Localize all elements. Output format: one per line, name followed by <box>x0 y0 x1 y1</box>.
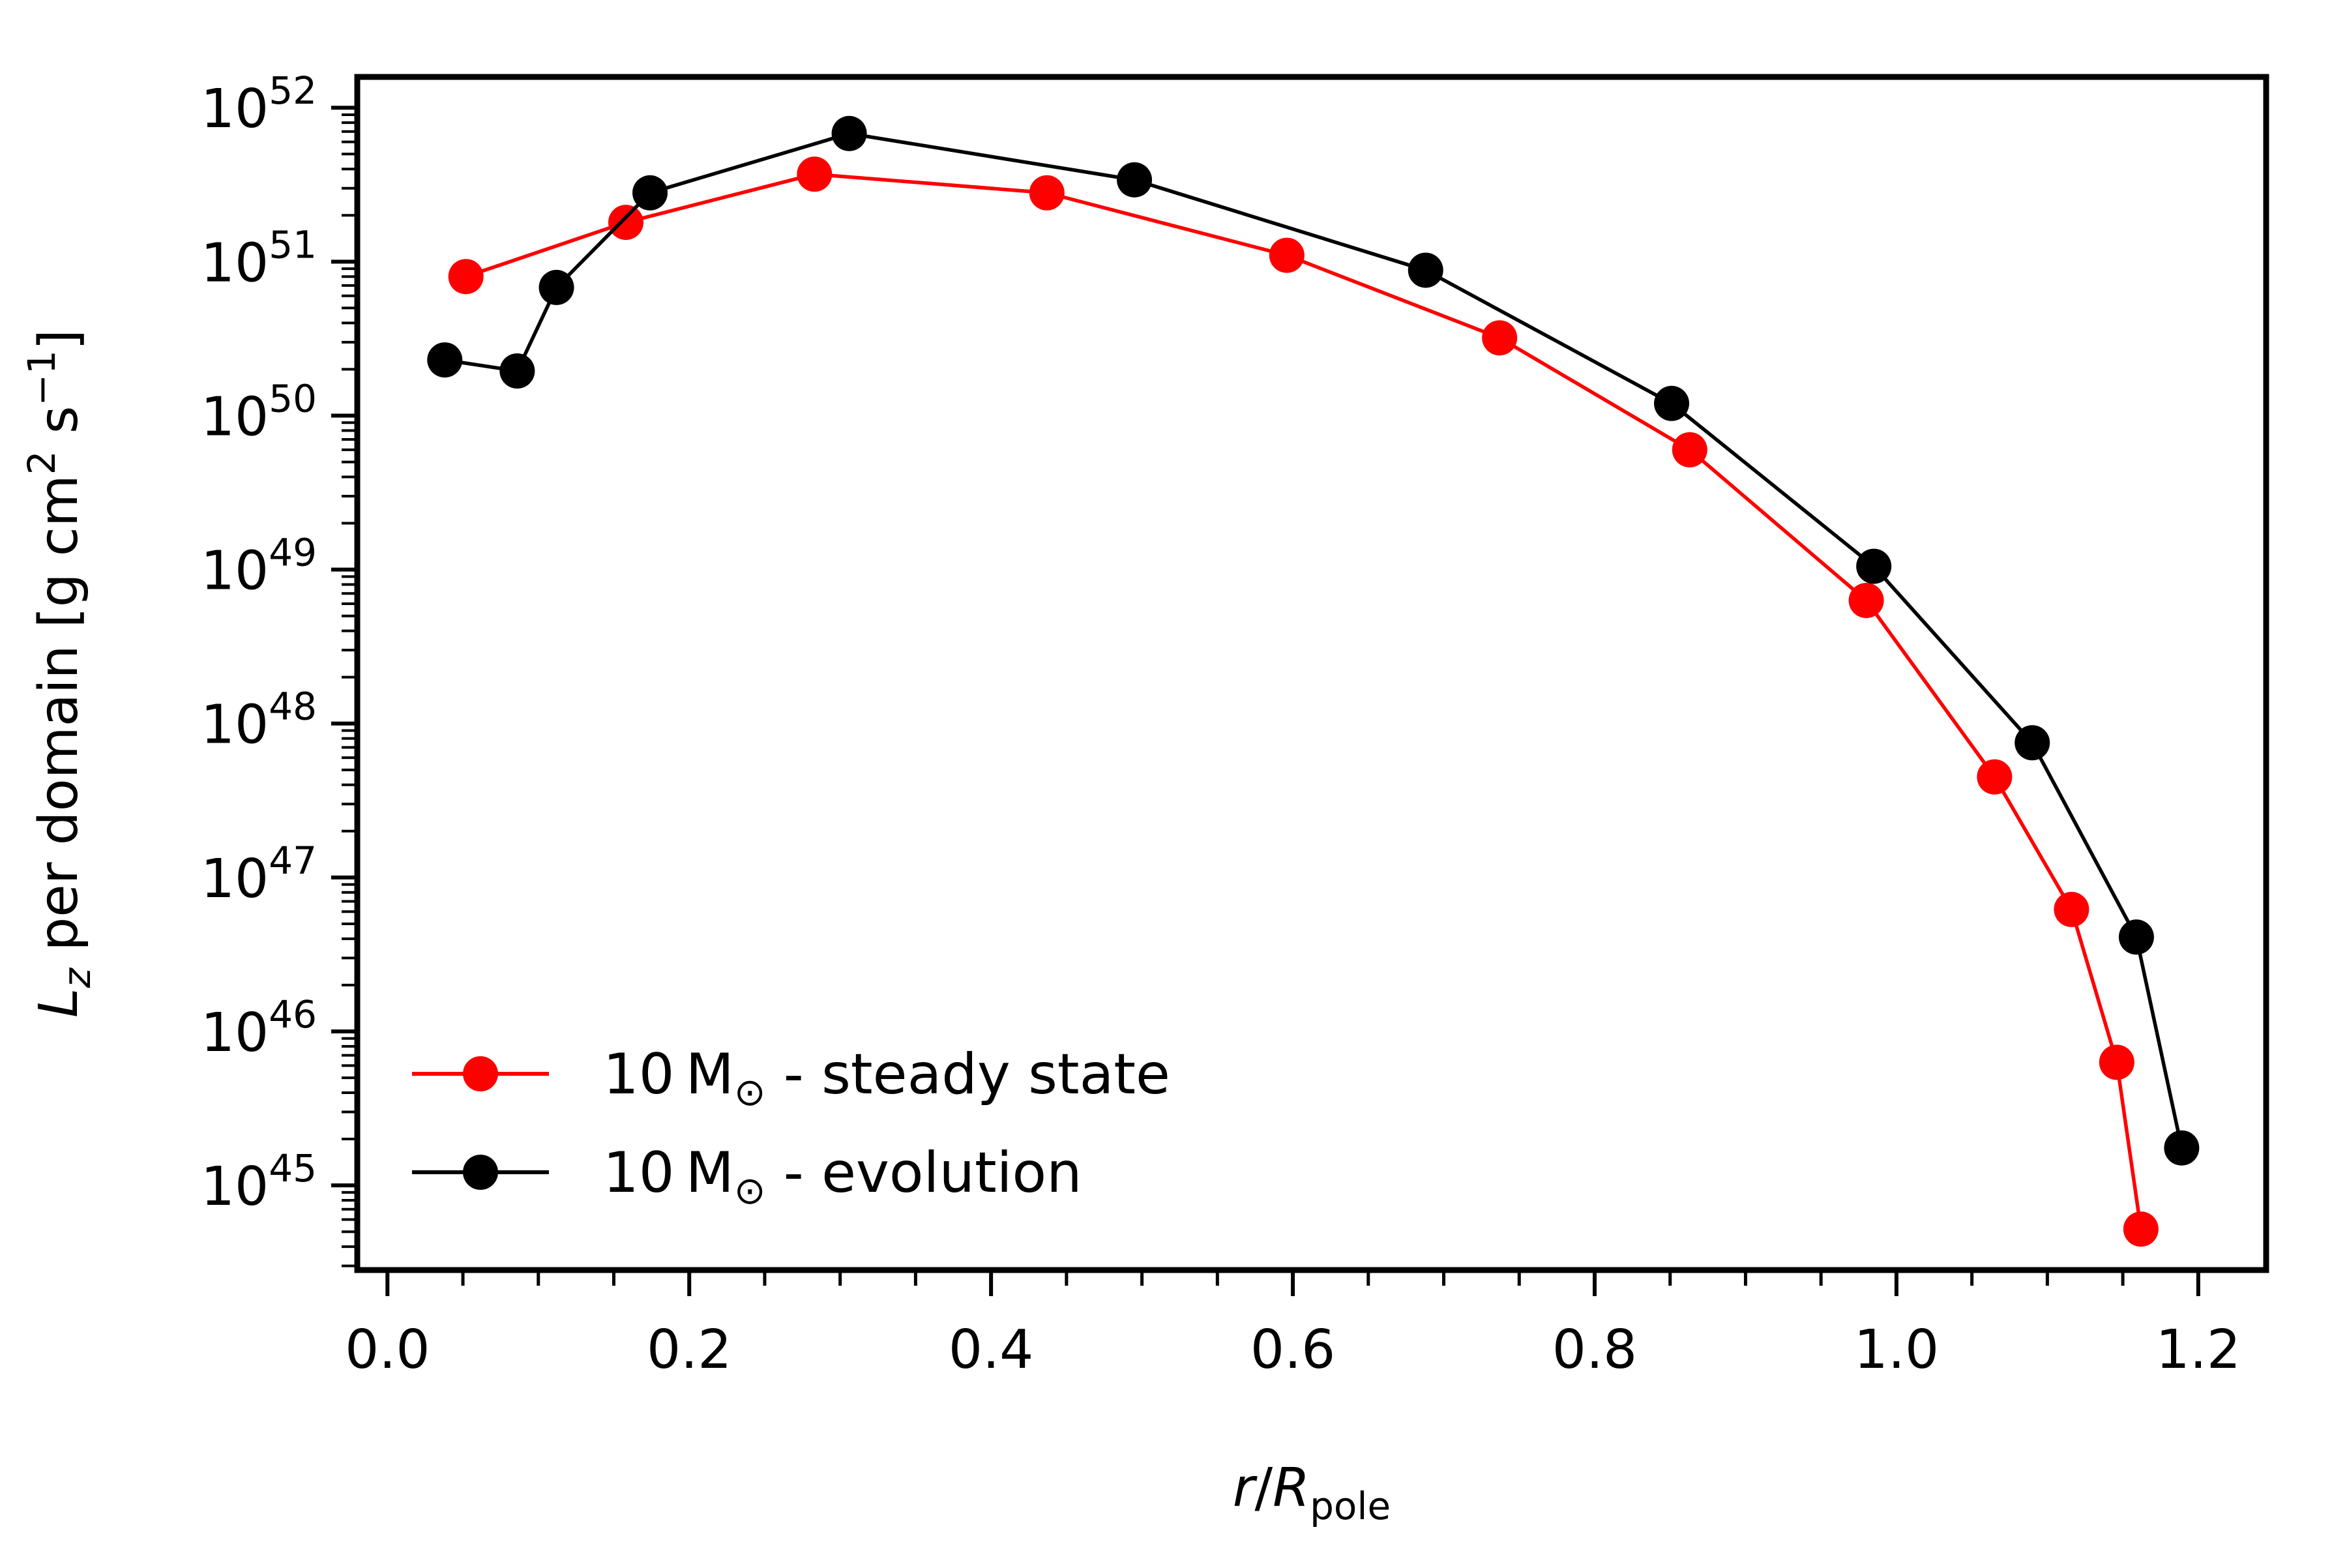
x-tick-label: 0.6 <box>1250 1319 1335 1381</box>
legend-label-steady-state: 10 M⊙ - steady state <box>603 1042 1170 1114</box>
x-tick-label: 0.8 <box>1552 1319 1637 1381</box>
data-point-steady-state <box>1269 237 1305 273</box>
legend-marker-evolution <box>463 1155 498 1190</box>
data-point-steady-state <box>1482 320 1518 356</box>
y-axis-label: Lz per domain [g cm2 s−1] <box>20 329 99 1018</box>
x-tick-label: 1.0 <box>1854 1319 1939 1381</box>
data-point-steady-state <box>797 156 833 192</box>
data-point-evolution <box>539 269 574 305</box>
data-point-evolution <box>1856 548 1892 584</box>
y-tick-label: 1049 <box>201 531 317 602</box>
data-point-steady-state <box>1977 759 2013 795</box>
data-point-steady-state <box>2123 1211 2159 1247</box>
legend-entry-evolution: 10 M⊙ - evolution <box>412 1140 1082 1213</box>
series-line-evolution <box>444 132 2184 1149</box>
data-point-evolution <box>2118 919 2154 955</box>
data-point-evolution <box>499 353 535 389</box>
series-line-steady-state <box>465 172 2143 1230</box>
data-point-steady-state <box>2099 1044 2134 1080</box>
legend: 10 M⊙ - steady state 10 M⊙ - evolution <box>412 1042 1170 1213</box>
data-point-steady-state <box>448 259 484 295</box>
data-point-evolution <box>1117 162 1153 198</box>
data-point-evolution <box>2015 725 2050 761</box>
legend-label-evolution: 10 M⊙ - evolution <box>603 1140 1082 1213</box>
y-tick-label: 1051 <box>201 222 317 294</box>
legend-marker-steady-state <box>463 1056 498 1091</box>
data-point-evolution <box>2164 1130 2200 1166</box>
y-tick-label: 1047 <box>201 838 317 910</box>
data-point-evolution <box>427 342 463 378</box>
x-tick-label: 0.0 <box>345 1319 430 1381</box>
y-tick-label: 1046 <box>201 992 317 1064</box>
y-tick-label: 1048 <box>201 685 317 756</box>
y-tick-label: 1052 <box>201 68 317 140</box>
series-layer <box>427 115 2200 1247</box>
ticks-layer: 0.0 0.2 0.4 0.6 0.8 1.0 1.2 1045 1046 1047 1048 104… <box>201 68 2241 1381</box>
data-point-steady-state <box>1672 432 1707 467</box>
x-tick-label: 0.2 <box>647 1319 731 1381</box>
data-point-steady-state <box>2054 891 2089 927</box>
data-point-evolution <box>632 175 668 211</box>
data-point-steady-state <box>608 205 644 241</box>
y-tick-label: 1050 <box>201 376 317 448</box>
data-point-evolution <box>1654 385 1690 421</box>
data-point-steady-state <box>1029 175 1065 211</box>
x-tick-label: 1.2 <box>2156 1319 2241 1381</box>
plot-frame <box>354 74 2269 1273</box>
y-tick-label: 1045 <box>201 1146 317 1218</box>
data-point-evolution <box>831 115 867 151</box>
data-point-steady-state <box>1848 582 1884 618</box>
data-point-evolution <box>1408 252 1443 288</box>
x-tick-label: 0.4 <box>949 1319 1033 1381</box>
legend-entry-steady-state: 10 M⊙ - steady state <box>412 1042 1170 1114</box>
x-axis-label: r/Rpole <box>1233 1457 1391 1528</box>
